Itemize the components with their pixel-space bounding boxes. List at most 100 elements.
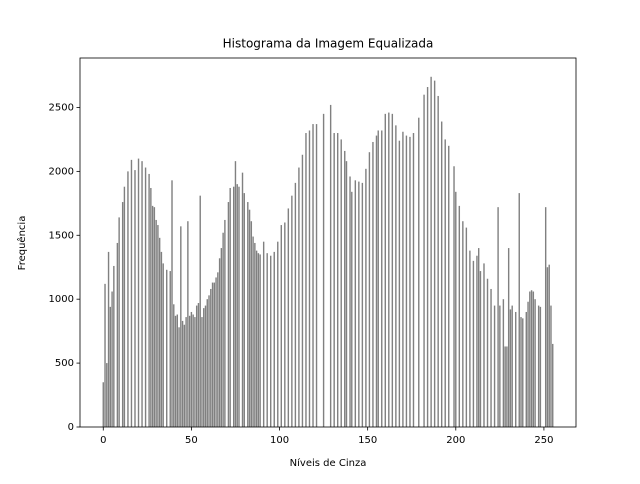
bar — [222, 232, 224, 427]
bar — [166, 269, 168, 427]
bar — [448, 145, 450, 427]
bar — [308, 130, 311, 427]
bar — [173, 304, 175, 427]
bar — [262, 241, 265, 427]
bar — [116, 242, 119, 427]
bar — [518, 193, 520, 427]
bar — [361, 182, 364, 427]
bar — [217, 272, 219, 427]
bar — [151, 205, 154, 427]
bar — [384, 113, 386, 428]
bar — [388, 112, 390, 427]
y-axis-label: Frequência — [16, 216, 28, 271]
bar — [123, 186, 126, 427]
bar — [106, 363, 108, 427]
bar — [148, 173, 150, 427]
bar — [298, 167, 300, 427]
bar — [398, 140, 401, 428]
bar — [462, 221, 464, 427]
bar — [532, 291, 535, 427]
bar — [476, 255, 478, 427]
y-tick-label: 1000 — [49, 294, 74, 305]
bar — [372, 141, 374, 428]
bar — [137, 158, 140, 427]
bar — [354, 180, 357, 427]
bar — [312, 124, 314, 427]
bar — [259, 254, 261, 427]
bar — [241, 172, 244, 427]
bar — [368, 152, 371, 428]
bar — [402, 131, 404, 427]
bar — [405, 135, 408, 427]
bar — [111, 291, 113, 427]
bar — [171, 180, 173, 427]
bar — [433, 80, 436, 427]
bar — [472, 260, 475, 427]
bar — [220, 248, 223, 427]
chart-title: Histograma da Imagem Equalizada — [223, 37, 434, 51]
bar — [210, 288, 212, 427]
bar — [218, 258, 221, 427]
bar — [144, 167, 147, 427]
x-tick-label: 200 — [446, 435, 465, 446]
bar — [201, 317, 203, 427]
bar — [391, 113, 394, 428]
bar — [486, 278, 489, 427]
bar — [250, 221, 253, 427]
x-tick-label: 250 — [534, 435, 553, 446]
bar — [277, 241, 279, 427]
bar — [215, 277, 217, 427]
bar — [336, 133, 339, 427]
x-tick-label: 0 — [100, 435, 106, 446]
bar — [365, 168, 367, 427]
bar — [153, 207, 156, 427]
bar — [204, 305, 207, 427]
bar — [358, 181, 360, 427]
bar — [479, 271, 482, 427]
x-axis-label: Níveis de Cinza — [290, 457, 367, 469]
bar — [511, 305, 513, 427]
bar — [465, 227, 468, 427]
bar — [530, 290, 533, 427]
bar — [118, 217, 120, 427]
bar — [537, 305, 540, 427]
bar — [192, 314, 194, 427]
bar — [305, 133, 307, 427]
bar — [134, 170, 136, 427]
y-tick-label: 1500 — [49, 230, 74, 241]
bar — [499, 305, 501, 427]
bar — [412, 133, 415, 427]
bar — [270, 255, 272, 427]
bar — [130, 159, 133, 427]
bar — [483, 263, 485, 427]
x-tick-label: 100 — [270, 435, 289, 446]
x-tick-label: 150 — [358, 435, 377, 446]
bar — [121, 202, 124, 427]
bar — [525, 311, 527, 427]
bar — [493, 305, 496, 427]
bar — [155, 219, 157, 427]
bar — [232, 186, 235, 427]
bar — [490, 288, 492, 427]
bar — [208, 295, 210, 427]
bar — [527, 301, 529, 427]
bar — [199, 195, 201, 427]
bar — [430, 76, 432, 428]
bar — [529, 291, 531, 427]
bar — [418, 117, 420, 427]
bar — [243, 193, 245, 427]
bar — [195, 305, 198, 427]
bar — [162, 263, 164, 427]
y-tick-label: 2500 — [49, 102, 74, 113]
bar — [423, 94, 425, 428]
bar — [333, 133, 335, 427]
bar — [291, 195, 293, 427]
bar — [506, 346, 508, 427]
bar — [315, 124, 318, 427]
y-tick-label: 0 — [68, 422, 74, 433]
bar — [539, 306, 542, 427]
bar — [351, 191, 353, 427]
bar — [266, 253, 268, 427]
bar — [197, 303, 200, 427]
bar — [273, 251, 275, 427]
